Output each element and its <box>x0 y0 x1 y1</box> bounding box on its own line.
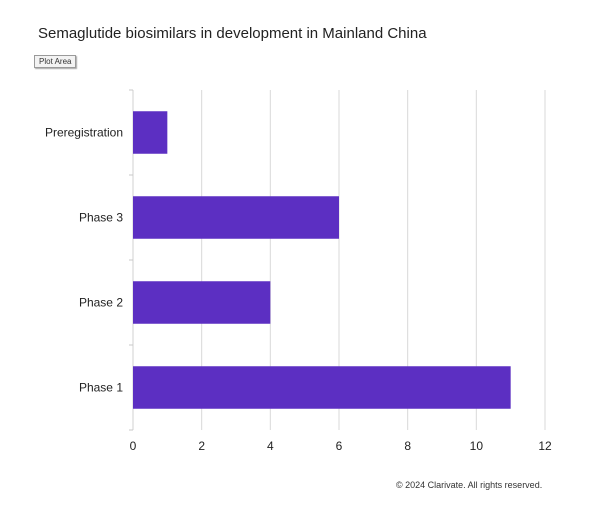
x-tick-label: 0 <box>130 439 137 453</box>
x-tick-label: 8 <box>404 439 411 453</box>
chart-title: Semaglutide biosimilars in development i… <box>38 25 427 42</box>
x-tick-label: 2 <box>198 439 205 453</box>
x-tick-label: 4 <box>267 439 274 453</box>
x-tick-label: 10 <box>470 439 484 453</box>
bar[interactable] <box>133 281 271 324</box>
category-label: Phase 3 <box>79 211 123 225</box>
category-label: Preregistration <box>45 126 123 140</box>
copyright-notice: © 2024 Clarivate. All rights reserved. <box>396 480 543 490</box>
bar[interactable] <box>133 196 339 239</box>
x-tick-label: 6 <box>336 439 343 453</box>
bar[interactable] <box>133 111 168 154</box>
x-tick-label: 12 <box>538 439 552 453</box>
plot-area-tooltip: Plot Area <box>34 55 77 68</box>
category-label: Phase 2 <box>79 296 123 310</box>
category-label: Phase 1 <box>79 381 123 395</box>
bar[interactable] <box>133 366 511 409</box>
